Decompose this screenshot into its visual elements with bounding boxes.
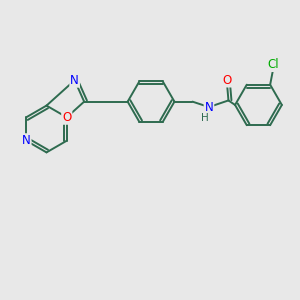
Text: H: H bbox=[202, 112, 209, 122]
Text: O: O bbox=[222, 74, 232, 86]
Text: N: N bbox=[22, 134, 31, 147]
Text: N: N bbox=[70, 74, 79, 87]
Text: O: O bbox=[62, 111, 71, 124]
Text: N: N bbox=[205, 100, 213, 113]
Text: Cl: Cl bbox=[267, 58, 279, 71]
